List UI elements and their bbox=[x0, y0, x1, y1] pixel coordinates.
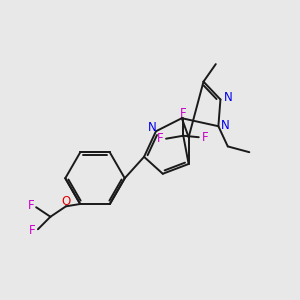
Text: F: F bbox=[29, 224, 36, 237]
Text: F: F bbox=[180, 106, 187, 120]
Text: F: F bbox=[201, 131, 208, 144]
Text: N: N bbox=[221, 119, 230, 132]
Text: F: F bbox=[157, 132, 164, 145]
Text: F: F bbox=[28, 199, 34, 212]
Text: N: N bbox=[148, 121, 157, 134]
Text: N: N bbox=[224, 92, 232, 104]
Text: O: O bbox=[61, 194, 71, 208]
